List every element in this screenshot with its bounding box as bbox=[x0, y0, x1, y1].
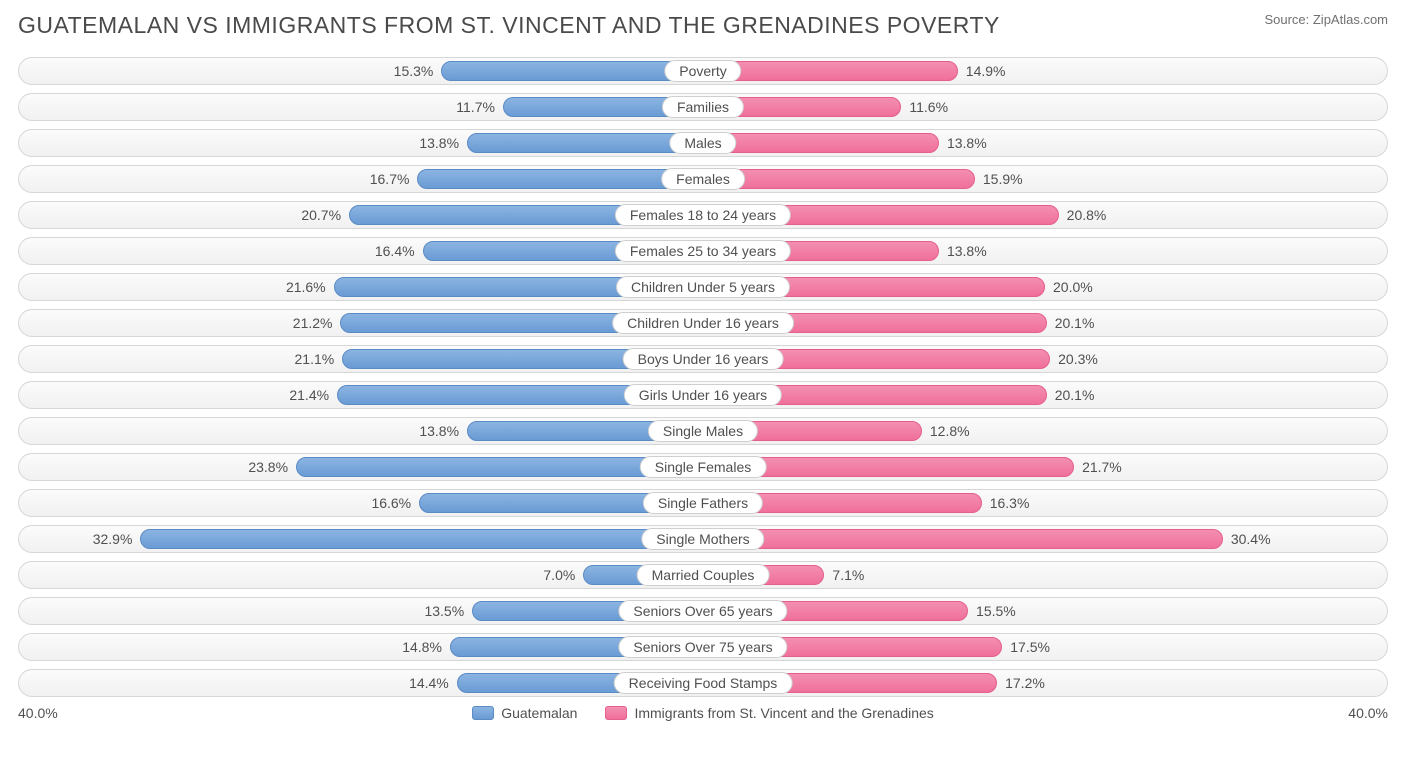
value-label-left: 21.6% bbox=[286, 279, 326, 295]
chart-row: 21.4% 20.1% Girls Under 16 years bbox=[18, 381, 1388, 409]
value-label-right: 15.5% bbox=[976, 603, 1016, 619]
chart-row: 11.7% 11.6% Families bbox=[18, 93, 1388, 121]
value-label-right: 16.3% bbox=[990, 495, 1030, 511]
axis-max-right: 40.0% bbox=[1328, 705, 1388, 721]
value-label-right: 20.0% bbox=[1053, 279, 1093, 295]
category-label: Poverty bbox=[664, 60, 741, 82]
value-label-left: 20.7% bbox=[301, 207, 341, 223]
category-label: Children Under 16 years bbox=[612, 312, 794, 334]
chart-row: 16.7% 15.9% Females bbox=[18, 165, 1388, 193]
value-label-left: 7.0% bbox=[543, 567, 575, 583]
value-label-right: 20.8% bbox=[1067, 207, 1107, 223]
value-label-left: 21.2% bbox=[293, 315, 333, 331]
value-label-left: 13.5% bbox=[424, 603, 464, 619]
value-label-right: 30.4% bbox=[1231, 531, 1271, 547]
chart-row: 15.3% 14.9% Poverty bbox=[18, 57, 1388, 85]
value-label-left: 13.8% bbox=[419, 135, 459, 151]
category-label: Females 18 to 24 years bbox=[615, 204, 791, 226]
bar-left bbox=[140, 529, 703, 549]
value-label-left: 14.4% bbox=[409, 675, 449, 691]
category-label: Single Mothers bbox=[641, 528, 764, 550]
chart-row: 32.9% 30.4% Single Mothers bbox=[18, 525, 1388, 553]
category-label: Seniors Over 75 years bbox=[618, 636, 787, 658]
value-label-left: 21.1% bbox=[295, 351, 335, 367]
value-label-right: 15.9% bbox=[983, 171, 1023, 187]
value-label-right: 13.8% bbox=[947, 135, 987, 151]
value-label-right: 17.2% bbox=[1005, 675, 1045, 691]
value-label-right: 12.8% bbox=[930, 423, 970, 439]
value-label-left: 23.8% bbox=[248, 459, 288, 475]
value-label-left: 21.4% bbox=[289, 387, 329, 403]
category-label: Single Fathers bbox=[643, 492, 763, 514]
value-label-left: 16.6% bbox=[371, 495, 411, 511]
legend-swatch-pink bbox=[605, 706, 627, 720]
bar-left bbox=[417, 169, 703, 189]
value-label-left: 13.8% bbox=[419, 423, 459, 439]
chart-row: 23.8% 21.7% Single Females bbox=[18, 453, 1388, 481]
category-label: Females 25 to 34 years bbox=[615, 240, 791, 262]
value-label-right: 7.1% bbox=[832, 567, 864, 583]
axis-max-left: 40.0% bbox=[18, 705, 78, 721]
bar-right bbox=[703, 529, 1223, 549]
value-label-left: 32.9% bbox=[93, 531, 133, 547]
category-label: Single Males bbox=[648, 420, 758, 442]
category-label: Single Females bbox=[640, 456, 767, 478]
source-attribution: Source: ZipAtlas.com bbox=[1264, 12, 1388, 27]
category-label: Girls Under 16 years bbox=[624, 384, 782, 406]
value-label-right: 17.5% bbox=[1010, 639, 1050, 655]
value-label-right: 20.1% bbox=[1055, 387, 1095, 403]
value-label-right: 13.8% bbox=[947, 243, 987, 259]
chart-row: 21.2% 20.1% Children Under 16 years bbox=[18, 309, 1388, 337]
value-label-right: 20.3% bbox=[1058, 351, 1098, 367]
category-label: Receiving Food Stamps bbox=[614, 672, 793, 694]
value-label-left: 16.7% bbox=[370, 171, 410, 187]
chart-row: 16.4% 13.8% Females 25 to 34 years bbox=[18, 237, 1388, 265]
chart-row: 14.8% 17.5% Seniors Over 75 years bbox=[18, 633, 1388, 661]
chart-row: 21.1% 20.3% Boys Under 16 years bbox=[18, 345, 1388, 373]
category-label: Females bbox=[661, 168, 745, 190]
category-label: Seniors Over 65 years bbox=[618, 600, 787, 622]
legend: Guatemalan Immigrants from St. Vincent a… bbox=[78, 705, 1328, 721]
category-label: Married Couples bbox=[637, 564, 770, 586]
bar-left bbox=[467, 133, 703, 153]
bar-right bbox=[703, 133, 939, 153]
value-label-right: 21.7% bbox=[1082, 459, 1122, 475]
category-label: Children Under 5 years bbox=[616, 276, 790, 298]
category-label: Boys Under 16 years bbox=[623, 348, 784, 370]
value-label-left: 15.3% bbox=[394, 63, 434, 79]
diverging-bar-chart: 15.3% 14.9% Poverty 11.7% 11.6% Families 13.8%… bbox=[18, 57, 1388, 697]
chart-row: 16.6% 16.3% Single Fathers bbox=[18, 489, 1388, 517]
chart-row: 7.0% 7.1% Married Couples bbox=[18, 561, 1388, 589]
legend-swatch-blue bbox=[472, 706, 494, 720]
chart-row: 13.5% 15.5% Seniors Over 65 years bbox=[18, 597, 1388, 625]
category-label: Families bbox=[662, 96, 744, 118]
value-label-right: 11.6% bbox=[909, 99, 948, 115]
legend-item-right: Immigrants from St. Vincent and the Gren… bbox=[605, 705, 933, 721]
chart-row: 14.4% 17.2% Receiving Food Stamps bbox=[18, 669, 1388, 697]
category-label: Males bbox=[669, 132, 736, 154]
chart-title: GUATEMALAN VS IMMIGRANTS FROM ST. VINCEN… bbox=[18, 12, 1000, 39]
legend-label-right: Immigrants from St. Vincent and the Gren… bbox=[634, 705, 933, 721]
chart-row: 13.8% 13.8% Males bbox=[18, 129, 1388, 157]
value-label-left: 16.4% bbox=[375, 243, 415, 259]
legend-item-left: Guatemalan bbox=[472, 705, 577, 721]
value-label-right: 20.1% bbox=[1055, 315, 1095, 331]
chart-row: 13.8% 12.8% Single Males bbox=[18, 417, 1388, 445]
chart-row: 21.6% 20.0% Children Under 5 years bbox=[18, 273, 1388, 301]
value-label-left: 14.8% bbox=[402, 639, 442, 655]
value-label-right: 14.9% bbox=[966, 63, 1006, 79]
legend-label-left: Guatemalan bbox=[501, 705, 577, 721]
chart-row: 20.7% 20.8% Females 18 to 24 years bbox=[18, 201, 1388, 229]
value-label-left: 11.7% bbox=[456, 99, 495, 115]
